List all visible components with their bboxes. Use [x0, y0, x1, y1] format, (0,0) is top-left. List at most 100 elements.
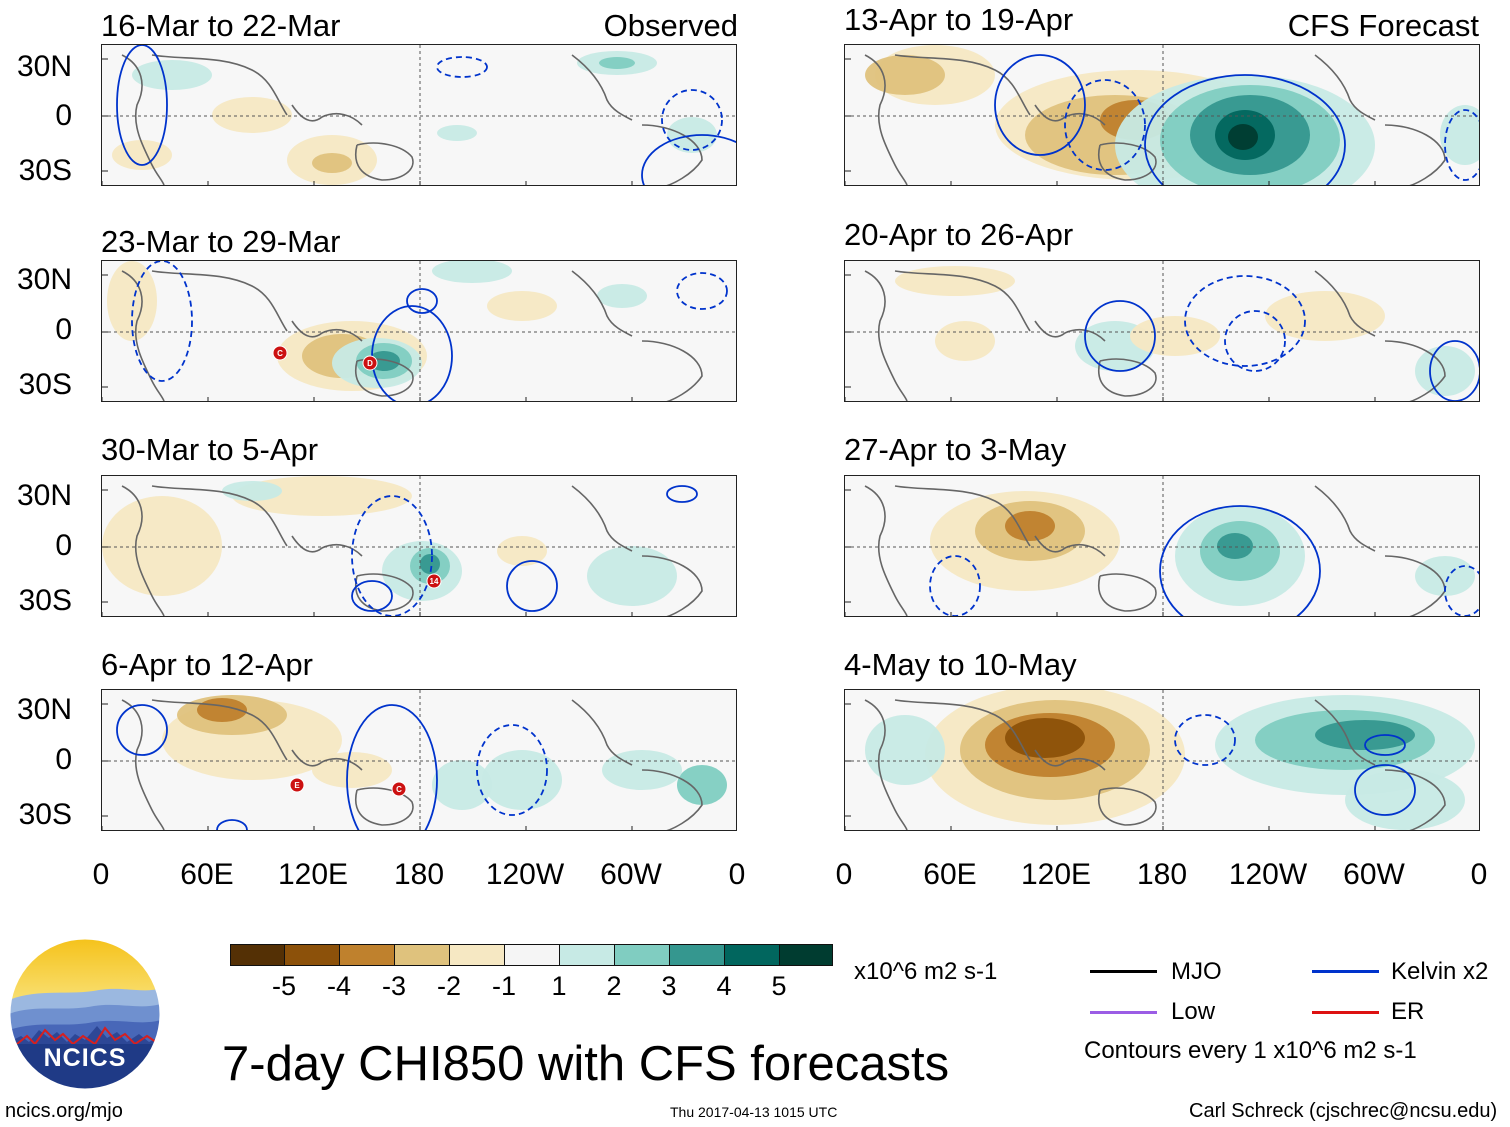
kelvin-contour [346, 704, 438, 830]
coastline [355, 358, 414, 397]
kelvin-contour [1084, 300, 1156, 372]
kelvin-contour [506, 560, 558, 612]
kelvin-contour-negative [1064, 79, 1146, 171]
lat-label-eq: 0 [55, 99, 72, 132]
coastline [151, 485, 288, 547]
coastline [1098, 142, 1157, 181]
map-background [102, 261, 736, 401]
dry-anomaly [102, 496, 222, 596]
coastline [1314, 699, 1376, 766]
lat-label-30n: 30N [16, 263, 72, 296]
coastline [1384, 124, 1446, 185]
dry-anomaly [312, 752, 392, 788]
coastline [641, 769, 703, 830]
lon-label: 120E [1020, 858, 1092, 891]
wet-anomaly [1228, 124, 1258, 150]
legend-line-er [1312, 1011, 1379, 1014]
coastline [1098, 787, 1157, 826]
lat-label-30s: 30S [18, 368, 72, 401]
footer-credit: Carl Schreck (cjschrec@ncsu.edu) [1189, 1100, 1498, 1122]
contour-note: Contours every 1 x10^6 m2 s-1 [1084, 1037, 1417, 1064]
wet-anomaly [677, 765, 727, 805]
coastline [641, 124, 703, 185]
dry-anomaly [1005, 511, 1055, 541]
wet-anomaly [132, 60, 212, 90]
lat-label-30s: 30S [18, 154, 72, 187]
coastline [1034, 749, 1106, 771]
colorbar-box [614, 944, 670, 966]
kelvin-contour [1354, 764, 1416, 816]
coastline [1384, 340, 1446, 401]
colorbar-label: 1 [551, 971, 567, 1001]
dry-anomaly [107, 261, 157, 341]
observed-label: Observed [603, 8, 738, 43]
coastline [121, 270, 165, 401]
colorbar-label: 3 [661, 971, 677, 1001]
coastlines [864, 54, 1446, 185]
dry-anomaly [865, 55, 945, 95]
kelvin-contour-negative [661, 89, 723, 151]
storm-marker-label: E [294, 781, 300, 790]
dry-anomaly [895, 266, 1015, 296]
coastline [1034, 320, 1106, 342]
colorbar-label: 2 [606, 971, 622, 1001]
lat-label-eq: 0 [55, 313, 72, 346]
lon-label: 60E [180, 858, 234, 891]
colorbar-label: -2 [436, 971, 462, 1001]
kelvin-contour [1429, 340, 1479, 401]
coastline [864, 270, 908, 401]
kelvin-contour [666, 485, 698, 503]
logo-text: NCICS [43, 1044, 127, 1072]
storm-marker-label: C [277, 349, 283, 358]
kelvin-contour [1144, 74, 1346, 185]
coastline [355, 142, 414, 181]
lat-label-30n: 30N [16, 693, 72, 726]
coastline [1098, 573, 1157, 612]
kelvin-contour [116, 45, 168, 166]
coastlines [864, 270, 1446, 401]
kelvin-contour-negative [1174, 714, 1236, 766]
coastline [1098, 358, 1157, 397]
colorbar-label: -5 [271, 971, 297, 1001]
lon-label: 0 [835, 858, 853, 891]
coastline [1034, 535, 1106, 557]
wet-anomaly [1315, 720, 1415, 750]
forecast-label: CFS Forecast [1287, 8, 1479, 43]
wet-anomaly [865, 715, 945, 785]
legend-label: ER [1391, 998, 1425, 1025]
kelvin-contour-negative [1224, 310, 1286, 372]
legend-label: MJO [1171, 958, 1222, 985]
coastline [864, 54, 908, 185]
footer-timestamp: Thu 2017-04-13 1015 UTC [670, 1104, 838, 1120]
colorbar-label: -3 [381, 971, 407, 1001]
coastlines [121, 54, 703, 185]
colorbar-box [394, 944, 450, 966]
map-svg [102, 45, 736, 185]
kelvin-contour [351, 580, 393, 612]
legend-line-low [1090, 1011, 1157, 1014]
dry-anomaly [1005, 718, 1085, 758]
coastline [121, 485, 165, 616]
coastline [894, 270, 1031, 332]
lat-label-eq: 0 [55, 743, 72, 776]
coastline [571, 485, 633, 552]
figure-title: 7-day CHI850 with CFS forecasts [222, 1037, 950, 1091]
colorbar-box [339, 944, 395, 966]
lat-label-30s: 30S [18, 584, 72, 617]
colorbar-label: -4 [326, 971, 352, 1001]
map-frame [844, 689, 1480, 831]
wet-anomaly [599, 57, 635, 69]
storm-marker-icon [391, 781, 407, 797]
map-svg [845, 45, 1479, 185]
kelvin-contour-negative [131, 261, 193, 382]
footer-url[interactable]: ncics.org/mjo [5, 1100, 123, 1122]
storm-marker-icon [362, 355, 378, 371]
coastline [291, 104, 363, 126]
dry-anomaly [112, 140, 172, 170]
logo-graphic [9, 938, 161, 1090]
colorbar-box [284, 944, 340, 966]
storm-marker-label: C [396, 785, 402, 794]
storm-marker: D [362, 355, 378, 371]
